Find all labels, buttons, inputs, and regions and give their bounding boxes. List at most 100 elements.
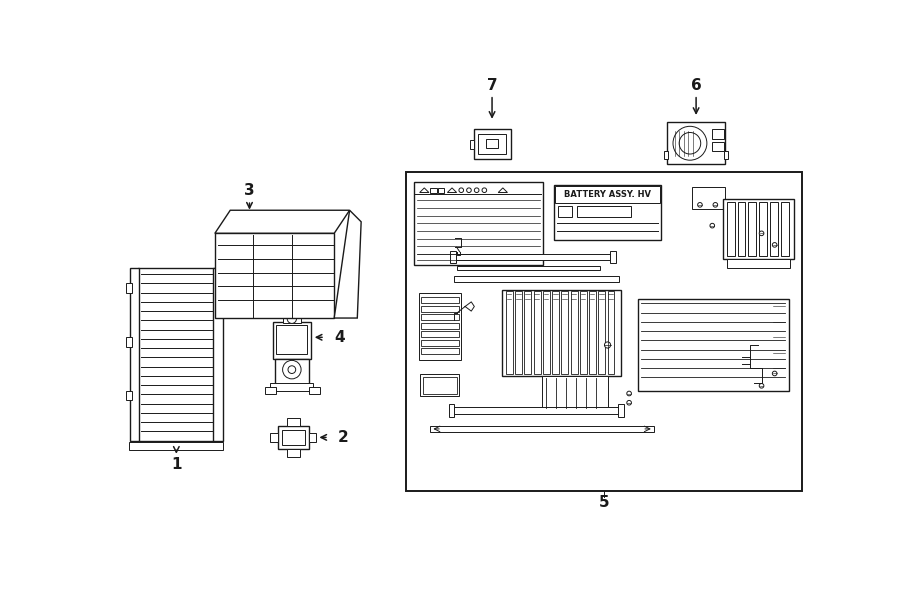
Bar <box>282 430 305 445</box>
Bar <box>213 268 222 441</box>
Circle shape <box>324 236 332 244</box>
Bar <box>486 139 499 148</box>
Circle shape <box>287 314 296 324</box>
Bar <box>421 331 459 337</box>
Circle shape <box>772 242 777 247</box>
Bar <box>246 214 300 229</box>
Circle shape <box>217 308 225 316</box>
Bar <box>125 391 131 401</box>
Bar <box>727 259 790 268</box>
Bar <box>309 433 317 442</box>
Bar <box>760 202 767 256</box>
Bar <box>421 322 459 329</box>
Bar <box>471 140 474 149</box>
Bar <box>457 266 599 269</box>
Bar <box>430 188 436 192</box>
Bar <box>287 418 300 426</box>
Bar <box>515 291 522 374</box>
Bar <box>276 325 307 354</box>
Circle shape <box>626 401 632 405</box>
Bar <box>723 199 794 259</box>
Circle shape <box>288 366 296 374</box>
Bar <box>618 404 624 417</box>
Bar <box>278 426 309 449</box>
Circle shape <box>713 202 717 207</box>
Bar <box>138 268 215 441</box>
Bar <box>525 291 531 374</box>
Bar <box>562 291 568 374</box>
Bar <box>692 187 724 209</box>
Text: BATTERY ASSY. HV: BATTERY ASSY. HV <box>564 190 651 199</box>
Text: 1: 1 <box>171 457 182 472</box>
Bar <box>664 151 668 159</box>
Circle shape <box>626 391 632 396</box>
Bar <box>610 251 616 263</box>
Circle shape <box>760 231 764 236</box>
Bar <box>543 291 550 374</box>
Bar <box>555 186 660 204</box>
Bar <box>598 291 605 374</box>
Bar <box>125 284 131 293</box>
Bar <box>724 151 728 159</box>
Bar <box>571 291 578 374</box>
Bar <box>450 251 456 263</box>
Bar <box>438 188 445 192</box>
Bar <box>738 202 745 256</box>
Polygon shape <box>334 210 361 318</box>
Bar <box>552 291 559 374</box>
Bar <box>227 249 269 284</box>
Bar <box>667 122 725 164</box>
Bar <box>125 337 131 346</box>
Bar <box>454 407 619 414</box>
Bar <box>749 202 756 256</box>
Bar <box>608 291 615 374</box>
Circle shape <box>698 202 702 207</box>
Text: 7: 7 <box>487 78 498 93</box>
Bar <box>421 297 459 303</box>
Bar <box>502 290 621 376</box>
Circle shape <box>324 308 332 316</box>
Bar <box>270 383 313 391</box>
Bar <box>727 202 734 256</box>
Bar <box>473 130 510 159</box>
Bar <box>712 130 724 139</box>
Bar <box>413 181 543 265</box>
Circle shape <box>283 361 302 379</box>
Bar <box>542 376 608 411</box>
Bar <box>283 314 302 324</box>
Bar <box>506 291 513 374</box>
Bar <box>770 202 778 256</box>
Bar <box>781 202 788 256</box>
Circle shape <box>680 133 701 154</box>
Bar <box>454 254 611 260</box>
Bar <box>554 185 662 240</box>
Bar <box>430 426 653 432</box>
Text: 5: 5 <box>598 496 609 510</box>
Circle shape <box>605 342 610 348</box>
Bar <box>449 404 454 417</box>
Bar <box>534 291 541 374</box>
Circle shape <box>673 127 707 160</box>
Bar <box>265 387 275 393</box>
Bar <box>287 449 300 457</box>
Bar <box>590 291 596 374</box>
Bar <box>420 374 459 396</box>
Bar <box>423 377 456 393</box>
Bar <box>454 276 619 282</box>
Polygon shape <box>215 233 334 318</box>
Circle shape <box>710 223 715 228</box>
Bar <box>421 314 459 321</box>
Text: 3: 3 <box>244 183 255 198</box>
Bar <box>406 172 802 491</box>
Bar <box>130 268 140 441</box>
Text: 4: 4 <box>334 330 345 345</box>
Bar <box>418 293 462 361</box>
Bar <box>421 340 459 346</box>
Bar <box>577 207 631 217</box>
Bar <box>129 442 222 450</box>
Bar <box>421 348 459 354</box>
Text: 2: 2 <box>338 430 349 445</box>
Bar <box>638 298 788 391</box>
Bar <box>274 359 309 386</box>
Polygon shape <box>215 210 349 233</box>
